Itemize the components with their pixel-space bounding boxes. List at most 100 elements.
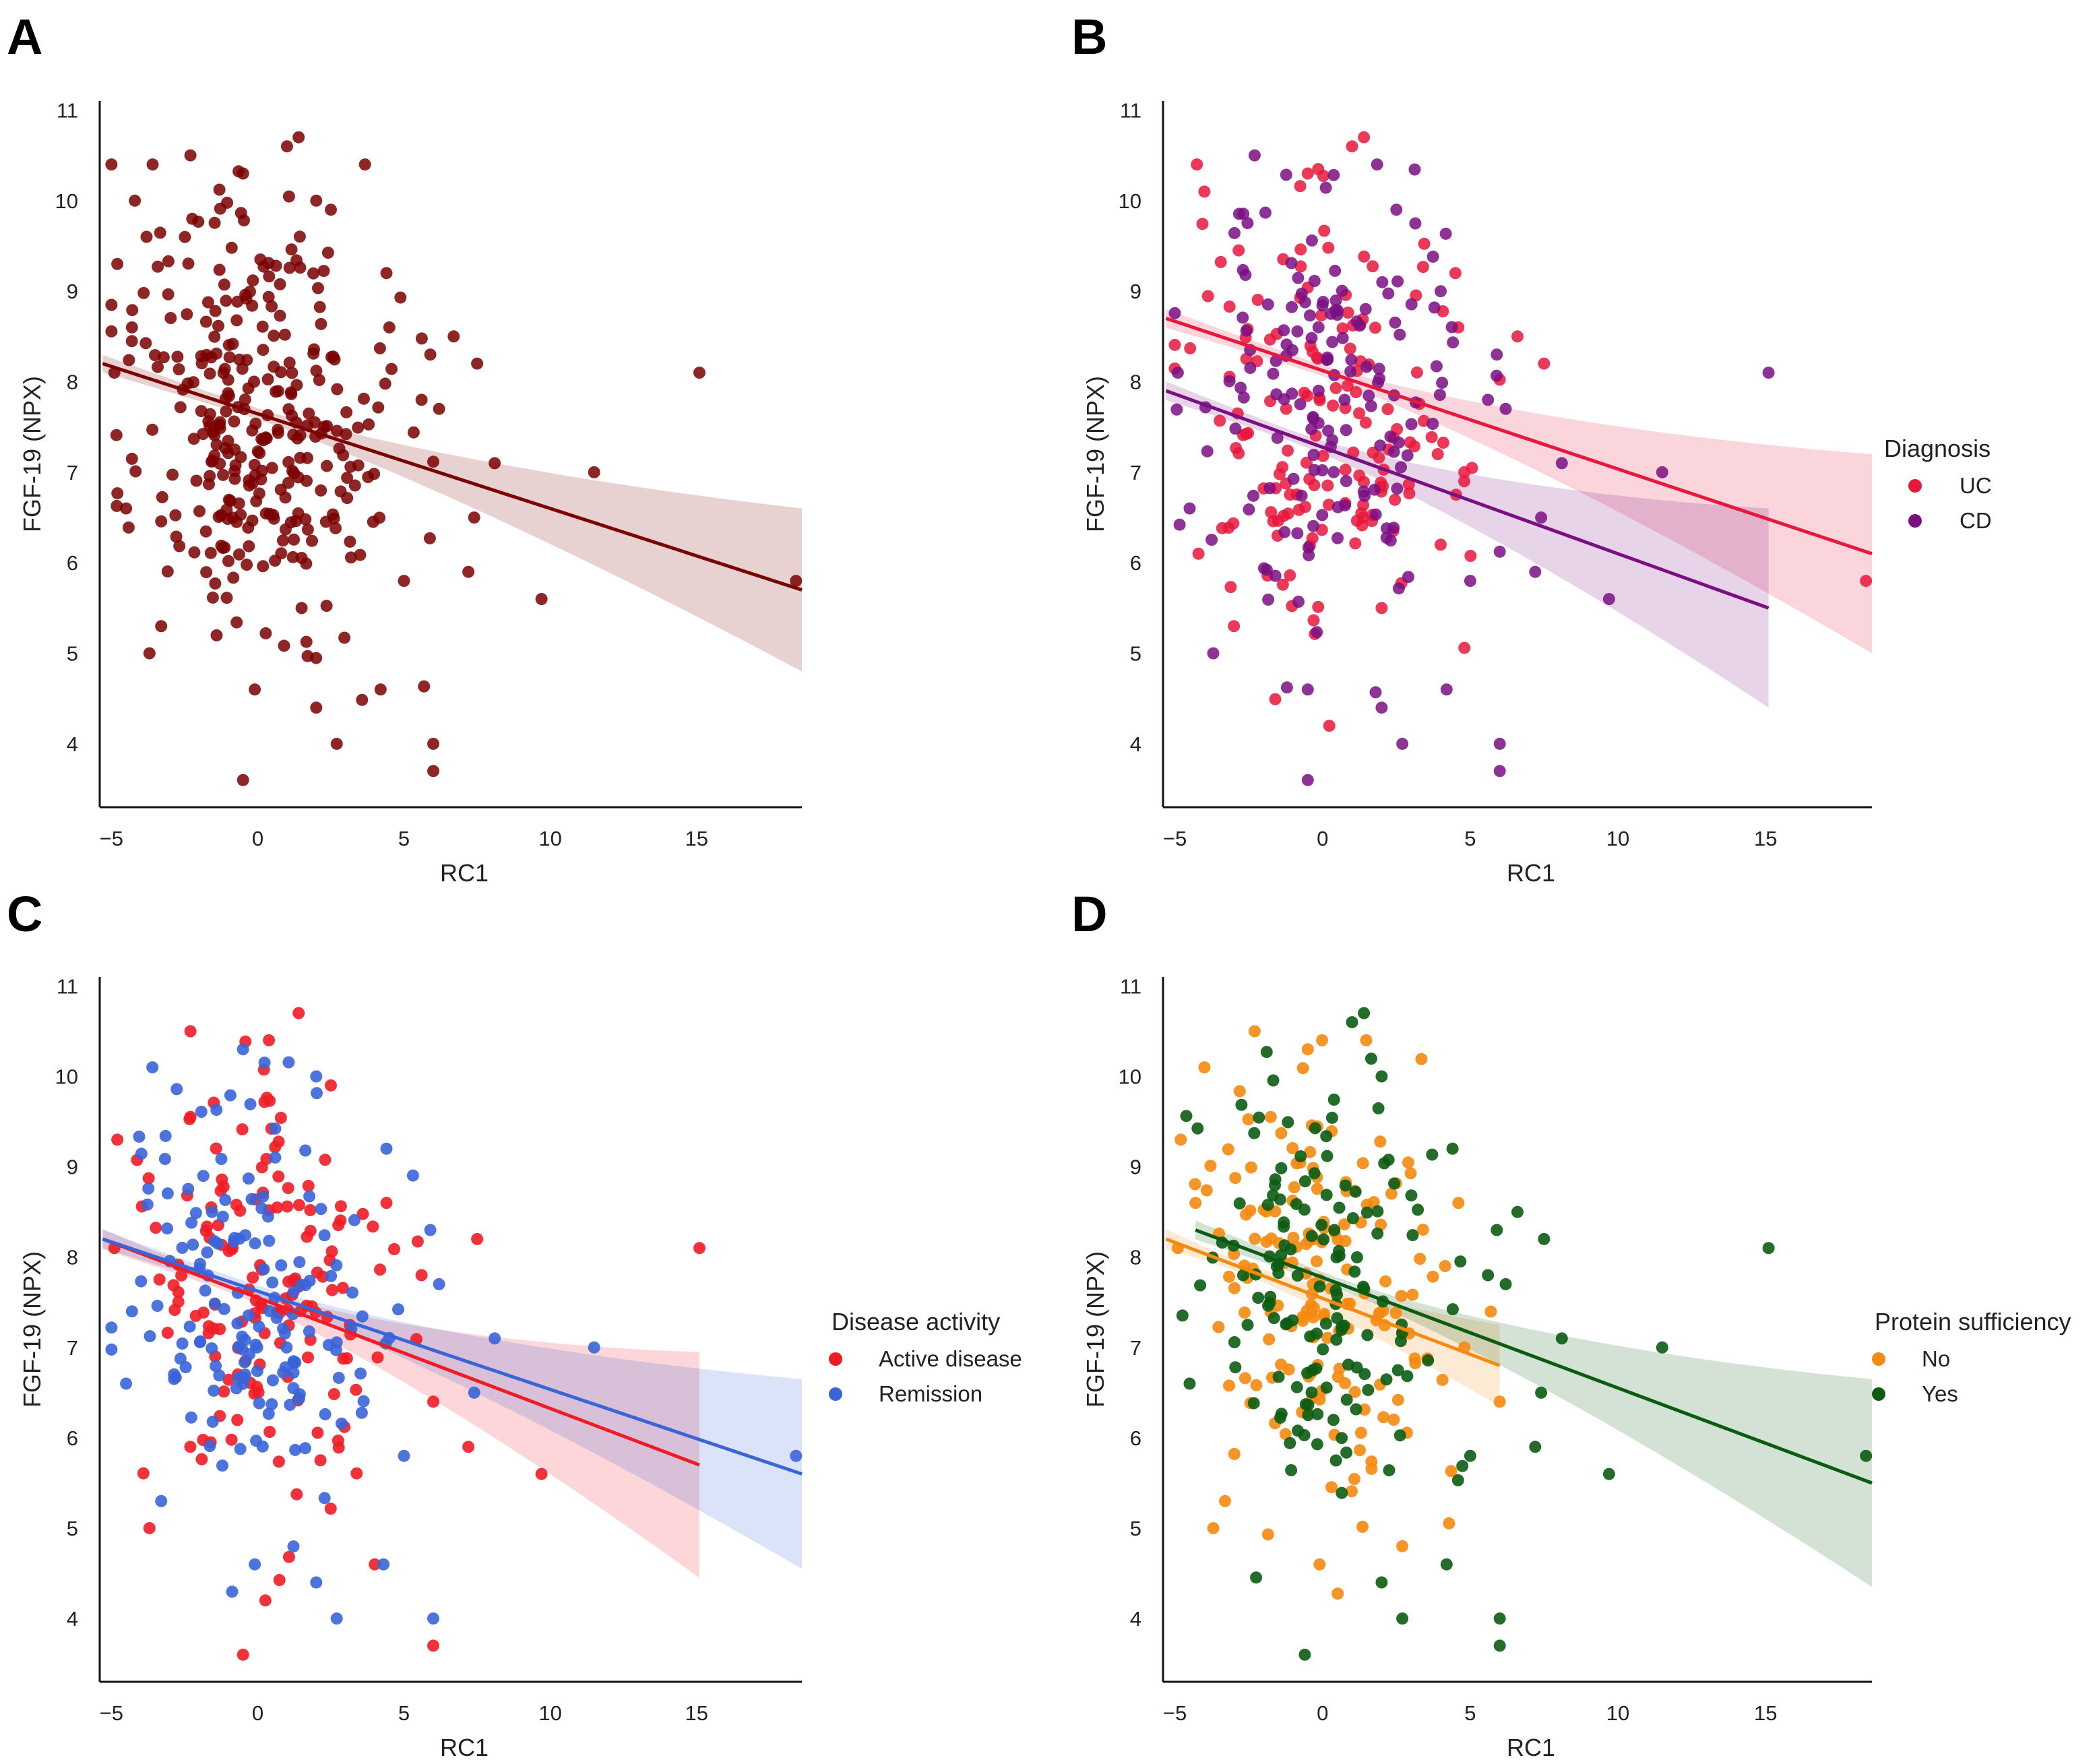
data-point xyxy=(1464,1449,1476,1462)
data-point xyxy=(263,1034,276,1046)
data-point xyxy=(212,319,224,332)
data-point xyxy=(203,1440,216,1453)
data-point xyxy=(1320,1130,1333,1143)
data-point xyxy=(282,190,295,203)
data-point xyxy=(1360,360,1373,373)
data-point xyxy=(331,424,343,437)
data-point xyxy=(388,1242,400,1255)
data-point xyxy=(1321,351,1334,364)
data-point xyxy=(1409,217,1422,230)
data-point xyxy=(1243,503,1255,516)
data-point xyxy=(1335,1323,1348,1336)
data-point xyxy=(1311,626,1323,639)
data-point xyxy=(1365,400,1377,412)
data-point xyxy=(1308,464,1321,476)
x-tick-label: 10 xyxy=(1606,1701,1629,1725)
data-point xyxy=(1395,461,1407,474)
data-point xyxy=(173,540,186,553)
data-point xyxy=(310,701,323,714)
data-point xyxy=(1301,167,1314,180)
regression-line-yes xyxy=(1195,1228,1873,1485)
x-tick-label: 5 xyxy=(398,827,410,850)
data-point xyxy=(155,620,168,633)
data-point xyxy=(310,194,323,207)
data-point xyxy=(1296,1311,1309,1323)
data-point xyxy=(1341,379,1354,392)
data-point xyxy=(214,1185,227,1197)
y-tick-label: 8 xyxy=(67,371,78,394)
data-point xyxy=(324,1503,337,1515)
data-point xyxy=(263,1234,276,1247)
data-point xyxy=(1381,522,1393,535)
x-tick-label: 15 xyxy=(1754,827,1777,850)
data-point xyxy=(1276,578,1289,591)
data-point xyxy=(310,365,323,377)
data-point xyxy=(219,1193,232,1206)
data-point xyxy=(1282,1116,1294,1129)
data-point xyxy=(243,479,255,492)
regression-line-no xyxy=(1165,1237,1501,1367)
data-point xyxy=(199,1284,212,1297)
data-point xyxy=(468,511,480,524)
data-point xyxy=(1365,1462,1378,1475)
data-point xyxy=(1426,1148,1439,1161)
x-tick-label: 10 xyxy=(538,827,561,850)
data-point xyxy=(314,1454,327,1467)
data-point xyxy=(279,491,292,504)
data-point xyxy=(301,1230,313,1243)
data-point xyxy=(236,1123,249,1136)
data-point xyxy=(1389,493,1402,506)
data-point xyxy=(1336,1486,1348,1499)
data-point xyxy=(208,1297,221,1310)
data-point xyxy=(252,1386,265,1399)
data-point xyxy=(292,1392,305,1405)
data-point xyxy=(350,1383,363,1396)
data-point xyxy=(176,1241,189,1254)
data-point xyxy=(1307,1301,1320,1314)
data-point xyxy=(1287,472,1300,485)
data-point xyxy=(1375,602,1388,615)
data-point xyxy=(276,534,289,547)
data-point xyxy=(1491,369,1503,382)
data-point xyxy=(1263,1333,1276,1346)
data-point xyxy=(135,1275,148,1288)
data-point xyxy=(318,1229,331,1242)
data-point xyxy=(310,652,323,664)
data-point xyxy=(234,1443,247,1455)
data-point xyxy=(187,433,200,445)
data-point xyxy=(1374,439,1387,452)
data-point xyxy=(1196,218,1209,230)
data-point xyxy=(253,1397,265,1410)
data-point xyxy=(1367,260,1379,273)
data-point xyxy=(146,158,159,171)
data-point xyxy=(1183,1377,1196,1390)
data-point xyxy=(197,1170,210,1183)
data-point xyxy=(292,471,305,484)
data-point xyxy=(269,555,282,567)
data-point xyxy=(1269,569,1282,582)
data-point xyxy=(1331,1312,1344,1325)
data-point xyxy=(1493,1395,1506,1408)
data-point xyxy=(1223,375,1236,387)
data-point xyxy=(259,627,272,639)
data-point xyxy=(242,522,255,534)
data-point xyxy=(1295,489,1308,502)
data-point xyxy=(1358,1007,1371,1019)
data-point xyxy=(1371,1205,1384,1218)
data-point xyxy=(1365,1052,1377,1065)
data-point xyxy=(354,548,367,561)
data-point xyxy=(1329,1454,1342,1467)
data-point xyxy=(1306,532,1319,544)
data-point xyxy=(1360,1034,1373,1046)
data-point xyxy=(146,1061,159,1074)
data-point xyxy=(1171,367,1184,379)
panel-letter: B xyxy=(1071,9,1107,65)
data-point xyxy=(126,304,139,317)
data-point xyxy=(1464,575,1476,588)
legend-label: Yes xyxy=(1922,1381,1958,1406)
data-point xyxy=(299,1442,311,1455)
data-point xyxy=(272,1455,285,1468)
data-point xyxy=(1294,180,1307,193)
data-point xyxy=(1312,321,1325,334)
data-point xyxy=(223,351,236,364)
